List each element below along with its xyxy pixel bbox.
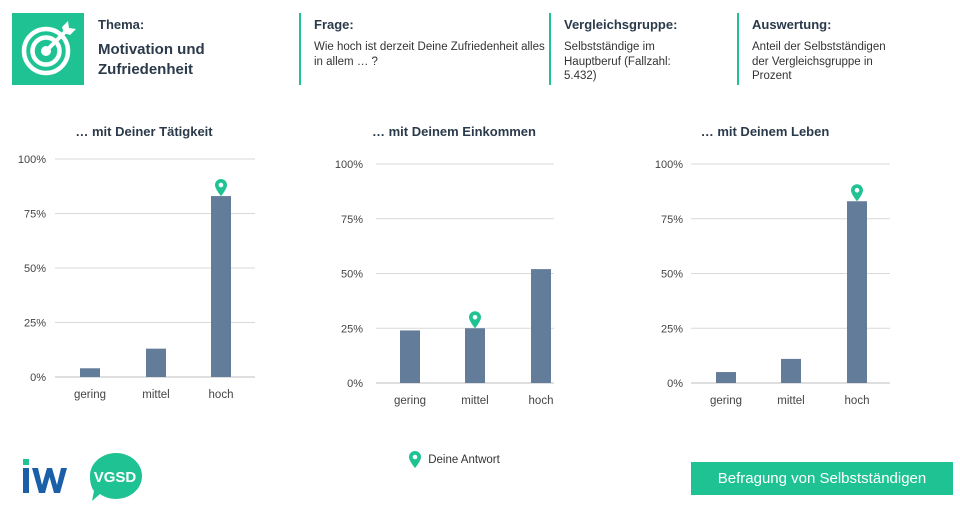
y-tick-label: 0% [667, 378, 683, 390]
y-tick-label: 75% [24, 209, 46, 221]
bar [465, 328, 485, 383]
frage-value: Wie hoch ist derzeit Deine Zufriedenheit… [314, 41, 545, 68]
iw-logo-mark [23, 459, 67, 493]
bar-chart-leben: 0% 25% 50% 75% 100% gering mittel hoch [655, 159, 890, 407]
map-pin-shape [851, 184, 863, 202]
bar-chart-taetigkeit: 0% 25% 50% 75% 100% gering mittel hoch [18, 154, 255, 401]
y-tick-label: 0% [347, 378, 363, 390]
bar [531, 269, 551, 383]
y-tick-label: 50% [341, 269, 363, 281]
auswertung-value: Anteil der Selbstständigen der Vergleich… [752, 41, 886, 82]
x-tick-label: mittel [461, 395, 488, 407]
divider [737, 13, 739, 85]
bar [847, 201, 867, 383]
thema-value: Motivation und Zufriedenheit [98, 41, 205, 78]
map-pin-hole [218, 182, 224, 188]
y-tick-label: 100% [335, 159, 363, 171]
y-tick-label: 75% [341, 214, 363, 226]
bar [80, 368, 100, 377]
x-tick-label: mittel [142, 389, 169, 401]
y-tick-label: 0% [30, 372, 46, 384]
thema-label: Thema: [98, 17, 145, 32]
y-tick-label: 50% [661, 269, 683, 281]
chart-title: … mit Deinem Leben [700, 124, 830, 139]
bar-chart-einkommen: 0% 25% 50% 75% 100% gering mittel hoch [335, 159, 554, 407]
bar [400, 330, 420, 383]
target-icon-tile [12, 13, 84, 85]
iw-logo [21, 455, 75, 500]
map-pin-icon [851, 184, 863, 202]
frage-label: Frage: [314, 17, 354, 32]
x-tick-label: gering [710, 395, 742, 407]
map-pin-icon [409, 451, 421, 468]
x-tick-label: gering [394, 395, 426, 407]
map-pin-hole [472, 314, 478, 320]
survey-banner: Befragung von Selbstständigen [691, 462, 953, 495]
bar [716, 372, 736, 383]
x-tick-label: hoch [845, 395, 870, 407]
chart-title: … mit Deiner Tätigkeit [75, 124, 213, 139]
y-tick-label: 100% [655, 159, 683, 171]
divider [549, 13, 551, 85]
y-tick-label: 75% [661, 214, 683, 226]
bar [211, 196, 231, 377]
map-pin-shape [215, 179, 227, 197]
map-pin-hole [854, 187, 860, 193]
vergleich-label: Vergleichsgruppe: [564, 17, 678, 32]
map-pin-shape [469, 311, 481, 329]
y-tick-label: 25% [341, 323, 363, 335]
divider [299, 13, 301, 85]
auswertung-label: Auswertung: [752, 17, 832, 32]
vgsd-logo-text: VGSD [94, 469, 137, 486]
x-tick-label: hoch [529, 395, 554, 407]
map-pin-icon [469, 311, 481, 329]
chart-title: … mit Deinem Einkommen [372, 124, 536, 139]
x-tick-label: gering [74, 389, 106, 401]
vgsd-logo-mark: VGSD [90, 453, 142, 501]
bar [781, 358, 801, 383]
bar [146, 348, 166, 377]
vergleich-value: Selbstständige im Hauptberuf (Fallzahl: … [564, 41, 671, 82]
x-tick-label: hoch [209, 389, 234, 401]
target-icon [21, 21, 76, 76]
y-tick-label: 25% [24, 318, 46, 330]
y-tick-label: 25% [661, 323, 683, 335]
map-pin-icon [215, 179, 227, 197]
y-tick-label: 100% [18, 154, 46, 166]
legend-label: Deine Antwort [428, 454, 500, 466]
vgsd-logo: VGSD [90, 451, 146, 508]
y-tick-label: 50% [24, 263, 46, 275]
x-tick-label: mittel [777, 395, 804, 407]
legend: Deine Antwort [409, 451, 500, 469]
